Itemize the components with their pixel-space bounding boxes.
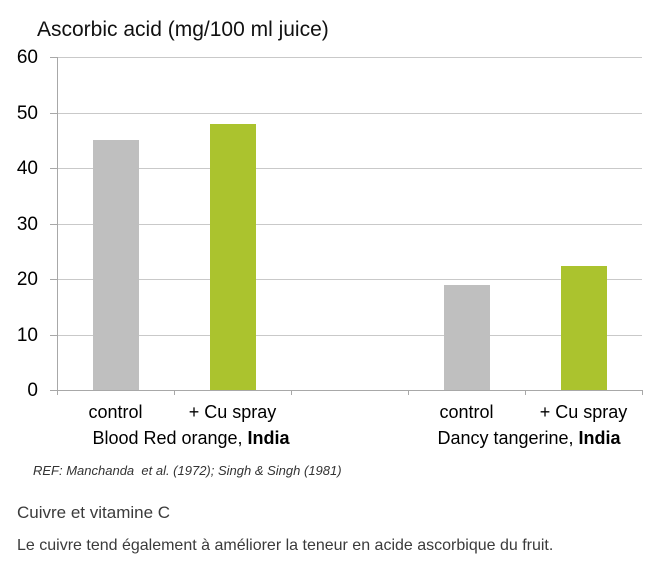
group-label: Dancy tangerine, India [437, 428, 620, 449]
y-axis-tick [50, 113, 57, 114]
y-tick-label: 50 [16, 103, 38, 124]
reference-note: REF: Manchanda et al. (1972); Singh & Si… [33, 463, 342, 478]
group-label-regular: Dancy tangerine, [437, 428, 579, 448]
y-axis-line [57, 57, 58, 390]
x-axis-tick [525, 390, 526, 395]
x-axis-tick [291, 390, 292, 395]
group-label-regular: Blood Red orange, [92, 428, 248, 448]
category-label: + Cu spray [539, 402, 628, 422]
y-axis-tick [50, 168, 57, 169]
bar--cu-spray [210, 124, 256, 390]
footer-body: Le cuivre tend également à améliorer la … [17, 537, 554, 554]
y-axis-tick [50, 335, 57, 336]
y-tick-label: 10 [16, 325, 38, 346]
bar--cu-spray [561, 266, 607, 390]
x-axis-tick [57, 390, 58, 395]
category-label: control [439, 402, 494, 422]
category-label: + Cu spray [188, 402, 277, 422]
gridline [57, 113, 642, 114]
chart-title: Ascorbic acid (mg/100 ml juice) [37, 18, 329, 41]
group-label-bold: India [578, 428, 621, 448]
category-label: control [88, 402, 143, 422]
group-label-bold: India [247, 428, 290, 448]
gridline [57, 224, 642, 225]
plot-area: 0 10 20 30 40 50 60 control + Cu spray Blood Red … [16, 47, 643, 449]
x-axis-tick [408, 390, 409, 395]
x-axis-tick [642, 390, 643, 395]
y-tick-label: 20 [16, 269, 38, 290]
gridline [57, 335, 642, 336]
bar-control [93, 140, 139, 390]
y-tick-label: 60 [16, 47, 38, 68]
group-label: Blood Red orange, India [92, 428, 289, 449]
x-axis-tick [174, 390, 175, 395]
y-axis-tick [50, 224, 57, 225]
gridline [57, 279, 642, 280]
gridline [57, 168, 642, 169]
y-tick-label: 40 [16, 158, 38, 179]
x-axis-line [57, 390, 643, 391]
gridline [57, 57, 642, 58]
y-axis-tick [50, 57, 57, 58]
y-axis-tick [50, 390, 57, 391]
bar-control [444, 285, 490, 390]
y-tick-label: 0 [27, 380, 38, 401]
footer-heading: Cuivre et vitamine C [17, 503, 171, 522]
y-tick-label: 30 [16, 214, 38, 235]
y-axis-tick [50, 279, 57, 280]
